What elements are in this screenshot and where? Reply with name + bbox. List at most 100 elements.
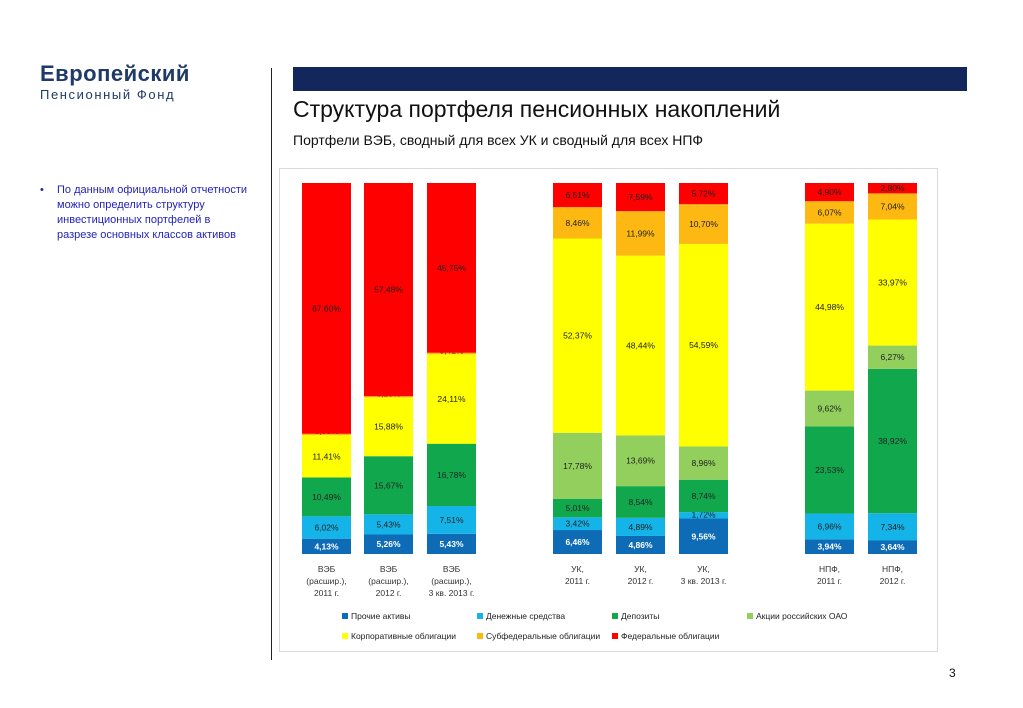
data-label: 23,53% <box>815 465 844 475</box>
bar-segment <box>302 183 351 434</box>
category-label: 2011 г. <box>817 576 842 586</box>
data-label: 8,74% <box>691 491 716 501</box>
bar-segment <box>868 193 917 220</box>
category-label: НПФ, <box>819 564 840 574</box>
category-label: 3 кв. 2013 г. <box>429 588 475 598</box>
data-label: 48,44% <box>626 340 655 350</box>
bar-segment <box>364 514 413 535</box>
bar-segment <box>868 368 917 514</box>
data-label: 67,60% <box>312 303 341 313</box>
header-accent-bar <box>293 67 967 91</box>
legend-swatch <box>612 633 618 639</box>
bar-segment <box>868 540 917 554</box>
category-label: ВЭБ <box>380 564 398 574</box>
data-label: 5,72% <box>691 189 716 199</box>
bullet-marker: • <box>40 184 44 196</box>
bar-segment <box>302 433 351 436</box>
data-label: 5,43% <box>439 539 464 549</box>
bar-segment <box>868 513 917 541</box>
category-label: (расшир.), <box>306 576 346 586</box>
legend-label: Акции российских ОАО <box>756 611 848 621</box>
category-label: УК, <box>571 564 584 574</box>
legend-swatch <box>747 613 753 619</box>
legend-swatch <box>342 613 348 619</box>
data-label: 6,07% <box>817 207 842 217</box>
data-label: 24,11% <box>437 394 466 404</box>
bar-segment <box>679 518 728 554</box>
data-label: 52,37% <box>563 331 592 341</box>
chart-container: 4,13%6,02%10,49%11,41%0,35%67,60%ВЭБ(рас… <box>279 168 938 652</box>
slide-title: Структура портфеля пенсионных накоплений <box>293 96 781 122</box>
bar-segment <box>427 533 476 554</box>
stacked-bar-chart: 4,13%6,02%10,49%11,41%0,35%67,60%ВЭБ(рас… <box>302 183 917 641</box>
category-label: (расшир.), <box>368 576 408 586</box>
data-label: 9,62% <box>817 403 842 413</box>
data-label: 7,04% <box>880 201 905 211</box>
bar-segment <box>616 517 665 536</box>
bar-segment <box>364 534 413 554</box>
bar-segment <box>302 477 351 517</box>
category-label: ВЭБ <box>443 564 461 574</box>
bar-segment <box>805 223 854 391</box>
data-label: 6,02% <box>314 523 339 533</box>
data-label: 54,59% <box>689 340 718 350</box>
bar-segment <box>553 432 602 499</box>
bar-segment <box>805 183 854 202</box>
category-label: 2012 г. <box>628 576 654 586</box>
legend-swatch <box>477 633 483 639</box>
bar-segment <box>427 183 476 353</box>
bar-segment <box>553 183 602 208</box>
bar-segment <box>679 183 728 205</box>
data-label: 16,78% <box>437 470 466 480</box>
bar-segment <box>679 446 728 480</box>
bar-segment <box>302 435 351 478</box>
bar-segment <box>553 238 602 433</box>
bar-segment <box>805 390 854 427</box>
data-label: 33,97% <box>878 278 907 288</box>
legend-swatch <box>612 613 618 619</box>
data-label: 4,13% <box>314 541 339 551</box>
bar-segment <box>868 183 917 194</box>
data-label: 44,98% <box>815 302 844 312</box>
data-label: 10,70% <box>689 219 718 229</box>
data-label: 15,67% <box>374 480 403 490</box>
bar-segment <box>616 183 665 212</box>
legend-label: Депозиты <box>621 611 659 621</box>
bar-segment <box>553 207 602 239</box>
bar-segment <box>302 538 351 554</box>
data-label: 4,86% <box>628 540 653 550</box>
legend-label: Денежные средства <box>486 611 565 621</box>
category-label: ВЭБ <box>318 564 336 574</box>
bar-segment <box>302 516 351 539</box>
legend-label: Прочие активы <box>351 611 410 621</box>
logo-line-1: Европейский <box>40 61 190 86</box>
data-label: 5,43% <box>376 519 401 529</box>
bar-segment <box>364 396 413 398</box>
data-label: 6,96% <box>817 521 842 531</box>
data-label: 3,94% <box>817 542 842 552</box>
bar-segment <box>364 397 413 457</box>
page-number: 3 <box>949 666 956 680</box>
bar-segment <box>679 243 728 447</box>
bullet-text: По данным официальной отчетности можно о… <box>57 184 248 241</box>
vertical-divider <box>271 68 272 660</box>
category-label: УК, <box>634 564 647 574</box>
bar-segment <box>679 512 728 519</box>
category-label: 2012 г. <box>376 588 402 598</box>
category-label: 3 кв. 2013 г. <box>681 576 727 586</box>
bar-segment <box>553 517 602 531</box>
bar-segment <box>616 486 665 518</box>
bullet-note: • По данным официальной отчетности можно… <box>40 183 250 243</box>
data-label: 9,56% <box>691 531 716 541</box>
data-label: 5,01% <box>565 503 590 513</box>
bar-segment <box>427 443 476 506</box>
bar-segment <box>805 513 854 540</box>
bar-segment <box>553 530 602 554</box>
bar-segment <box>616 535 665 554</box>
bar-segment <box>679 479 728 513</box>
data-label: 8,96% <box>691 458 716 468</box>
data-label: 6,27% <box>880 352 905 362</box>
data-label: 6,46% <box>565 537 590 547</box>
data-label: 10,49% <box>312 492 341 502</box>
category-label: НПФ, <box>882 564 903 574</box>
